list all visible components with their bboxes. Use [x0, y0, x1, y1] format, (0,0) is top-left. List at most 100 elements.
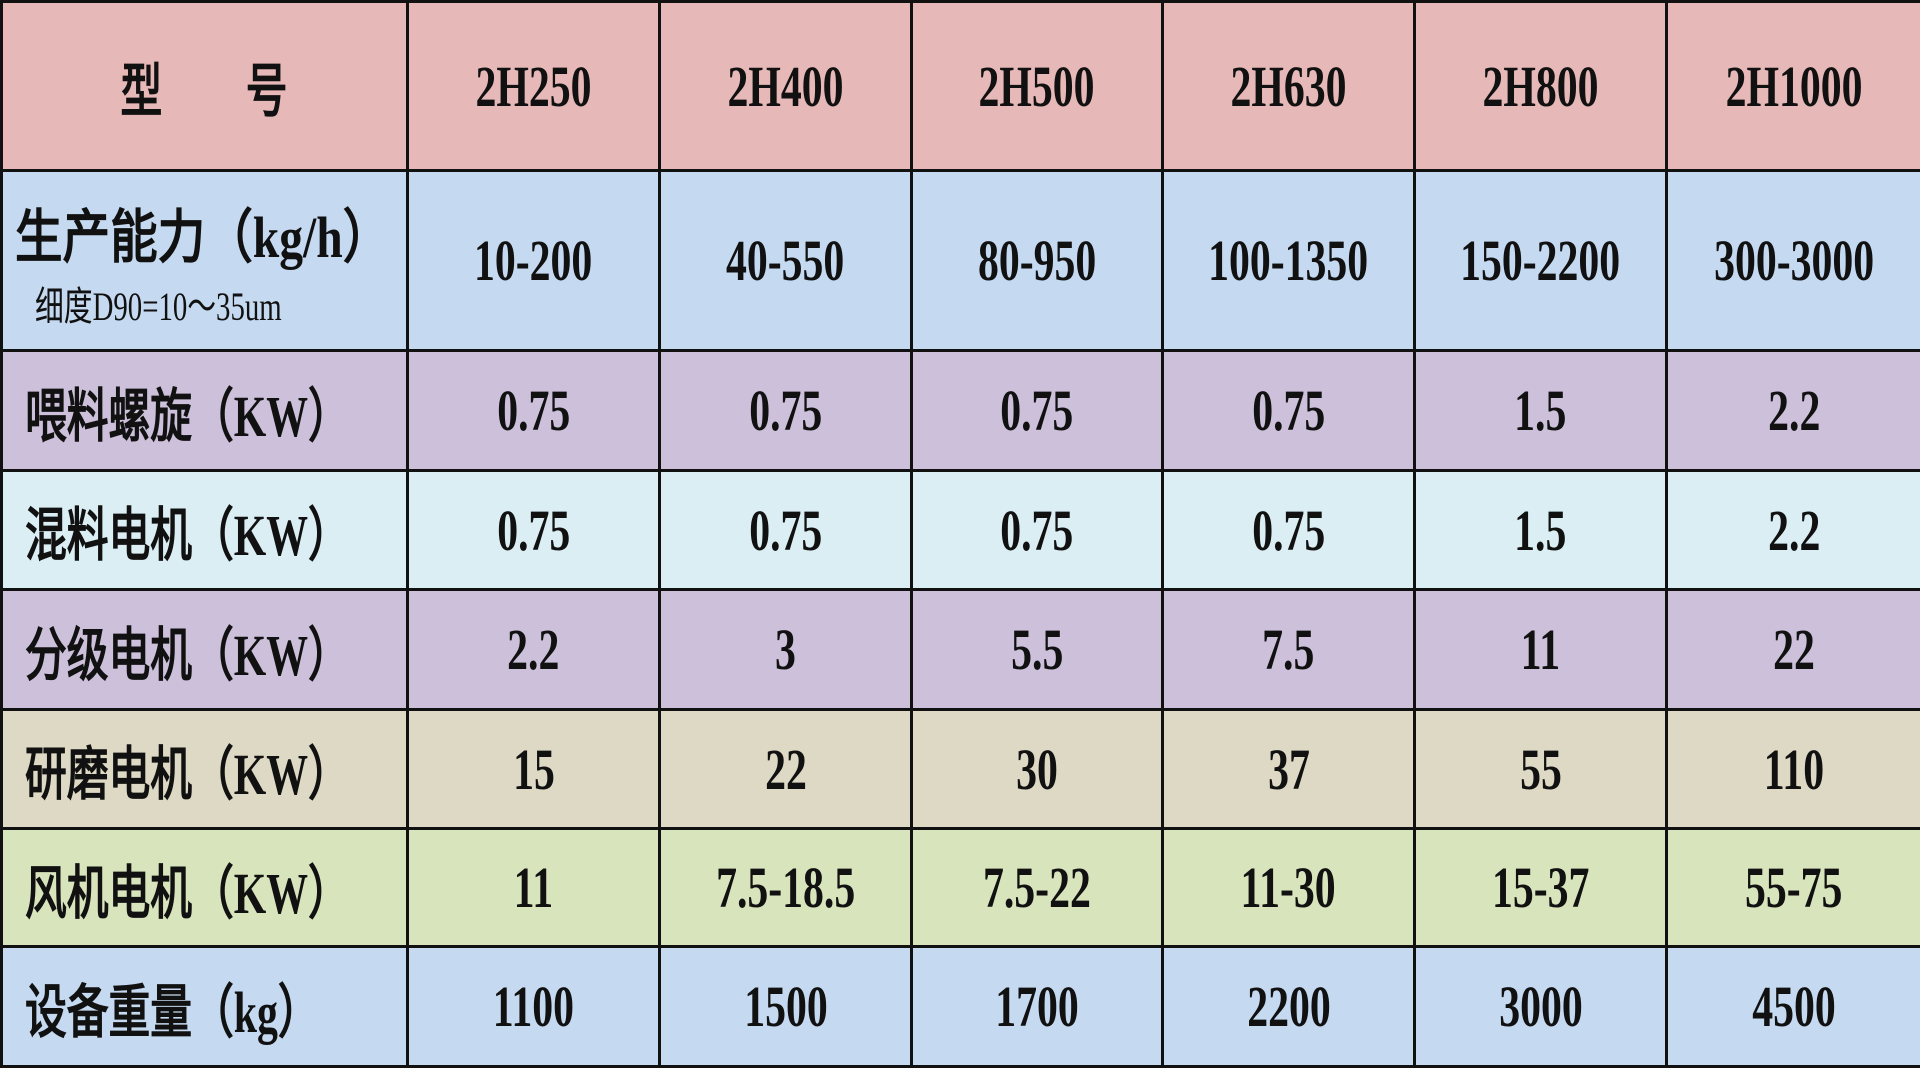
- row-label-text: 研磨电机（KW）: [25, 742, 350, 807]
- value-cell: 80-950: [910, 169, 1164, 352]
- row-label-text: 设备重量（kg）: [25, 979, 320, 1045]
- value-cell: 15: [406, 708, 661, 830]
- value-cell: 150-2200: [1413, 169, 1668, 352]
- model-header-text: 2H1000: [1725, 53, 1863, 119]
- value-cell-text: 1100: [492, 974, 575, 1039]
- model-header: 2H400: [658, 0, 913, 172]
- model-header-text: 2H630: [1230, 53, 1347, 119]
- value-cell: 22: [658, 708, 913, 830]
- value-cell: 1.5: [1413, 349, 1668, 472]
- value-cell: 0.75: [406, 349, 661, 472]
- value-cell-text: 40-550: [726, 228, 845, 293]
- table-row: 混料电机（KW） 0.75 0.75 0.75 0.75 1.5 2.2: [0, 469, 1920, 591]
- model-header-text: 2H800: [1482, 53, 1599, 119]
- value-cell: 3: [658, 588, 913, 711]
- value-cell-text: 15: [512, 736, 555, 802]
- value-cell-text: 2.2: [1767, 497, 1821, 563]
- row-label: 分级电机（KW）: [0, 588, 409, 711]
- value-cell-text: 0.75: [1000, 378, 1074, 443]
- value-cell: 1100: [406, 945, 661, 1068]
- value-cell: 11-30: [1161, 827, 1416, 948]
- model-header-text: 2H500: [978, 53, 1096, 119]
- value-cell-text: 0.75: [1251, 497, 1326, 563]
- model-header-text: 2H250: [475, 53, 592, 119]
- row-label: 混料电机（KW）: [0, 469, 409, 591]
- model-header: 2H800: [1413, 0, 1668, 172]
- table-row: 研磨电机（KW） 15 22 30 37 55 110: [0, 708, 1920, 830]
- value-cell-text: 2.2: [507, 617, 560, 682]
- value-cell: 2.2: [406, 588, 661, 711]
- value-cell-text: 1500: [743, 974, 828, 1039]
- header-label: 型 号: [0, 0, 409, 172]
- value-cell: 1700: [910, 945, 1164, 1068]
- value-cell-text: 1700: [995, 974, 1079, 1039]
- value-cell: 0.75: [1161, 349, 1416, 472]
- value-cell-text: 3000: [1498, 974, 1583, 1039]
- row-label: 风机电机（KW）: [0, 827, 409, 948]
- row-label: 喂料螺旋（KW）: [0, 349, 409, 472]
- value-cell-text: 0.75: [1251, 378, 1326, 443]
- value-cell-text: 2200: [1246, 974, 1331, 1039]
- row-label: 设备重量（kg）: [0, 945, 409, 1068]
- model-header: 2H1000: [1665, 0, 1920, 172]
- value-cell-text: 7.5: [1262, 617, 1315, 682]
- value-cell-text: 3: [775, 617, 796, 682]
- value-cell: 2.2: [1665, 349, 1920, 472]
- value-cell: 2.2: [1665, 469, 1920, 591]
- value-cell-text: 7.5-22: [983, 855, 1091, 920]
- value-cell: 1500: [658, 945, 913, 1068]
- value-cell-text: 0.75: [1000, 497, 1074, 563]
- value-cell-text: 22: [764, 736, 807, 802]
- value-cell: 0.75: [406, 469, 661, 591]
- value-cell: 55: [1413, 708, 1668, 830]
- value-cell: 11: [406, 827, 661, 948]
- value-cell-text: 2.2: [1767, 378, 1821, 443]
- value-cell-text: 80-950: [977, 228, 1097, 293]
- value-cell-text: 11-30: [1240, 855, 1337, 920]
- value-cell: 30: [910, 708, 1164, 830]
- value-cell-text: 5.5: [1010, 617, 1064, 682]
- value-cell: 11: [1413, 588, 1668, 711]
- value-cell-text: 0.75: [748, 497, 823, 563]
- value-cell-text: 0.75: [496, 497, 571, 563]
- value-cell-text: 30: [1016, 736, 1058, 802]
- table-row: 喂料螺旋（KW） 0.75 0.75 0.75 0.75 1.5 2.2: [0, 349, 1920, 472]
- value-cell-text: 55-75: [1745, 855, 1843, 920]
- value-cell-text: 11: [1520, 617, 1561, 682]
- value-cell-text: 300-3000: [1713, 228, 1875, 293]
- value-cell: 15-37: [1413, 827, 1668, 948]
- row-label: 研磨电机（KW）: [0, 708, 409, 830]
- header-row: 型 号 2H250 2H400 2H500 2H630 2H800 2H1000: [0, 0, 1920, 172]
- value-cell-text: 55: [1519, 736, 1562, 802]
- value-cell: 10-200: [406, 169, 661, 352]
- value-cell: 22: [1665, 588, 1920, 711]
- model-header: 2H500: [910, 0, 1164, 172]
- value-cell-text: 1.5: [1514, 378, 1567, 443]
- value-cell: 0.75: [910, 469, 1164, 591]
- value-cell: 7.5-22: [910, 827, 1164, 948]
- value-cell: 7.5-18.5: [658, 827, 913, 948]
- value-cell: 0.75: [910, 349, 1164, 472]
- row-sublabel-text: 细度D90=10～35um: [35, 283, 282, 329]
- value-cell: 300-3000: [1665, 169, 1920, 352]
- table-row: 设备重量（kg） 1100 1500 1700 2200 3000 4500: [0, 945, 1920, 1068]
- value-cell-text: 0.75: [496, 378, 571, 443]
- table-row: 分级电机（KW） 2.2 3 5.5 7.5 11 22: [0, 588, 1920, 711]
- value-cell: 0.75: [1161, 469, 1416, 591]
- model-header-text: 2H400: [727, 53, 844, 119]
- value-cell-text: 15-37: [1491, 855, 1590, 920]
- model-header: 2H630: [1161, 0, 1416, 172]
- table-row: 风机电机（KW） 11 7.5-18.5 7.5-22 11-30 15-37 55-75: [0, 827, 1920, 948]
- value-cell: 5.5: [910, 588, 1164, 711]
- value-cell: 100-1350: [1161, 169, 1416, 352]
- value-cell-text: 150-2200: [1460, 228, 1621, 293]
- value-cell-text: 7.5-18.5: [715, 855, 856, 920]
- value-cell-text: 110: [1763, 736, 1825, 802]
- value-cell: 3000: [1413, 945, 1668, 1068]
- row-label: 生产能力（kg/h） 细度D90=10～35um: [0, 169, 409, 352]
- row-label-text: 混料电机（KW）: [25, 503, 350, 568]
- value-cell-text: 0.75: [748, 378, 823, 443]
- row-label-text: 分级电机（KW）: [25, 622, 350, 688]
- row-label-text: 生产能力（kg/h）: [15, 204, 391, 270]
